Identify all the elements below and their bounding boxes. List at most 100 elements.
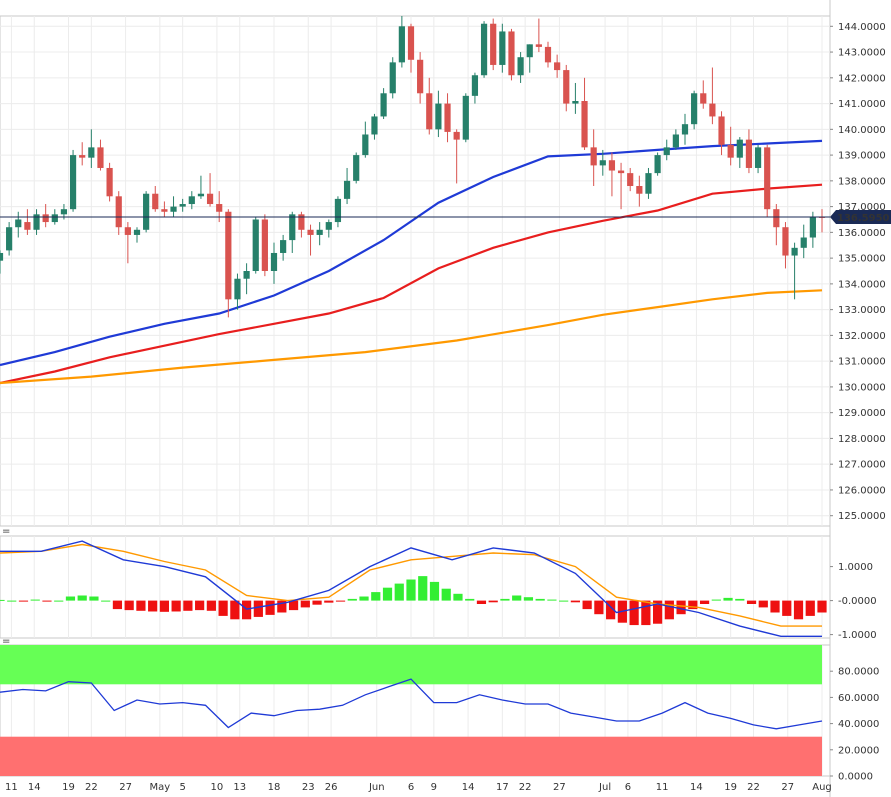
macd-histogram-bar	[793, 600, 804, 620]
candle-body	[590, 147, 597, 166]
candle-body	[791, 247, 798, 256]
candle-body	[681, 124, 689, 135]
x-tick-label: 22	[85, 782, 98, 793]
candle-body	[316, 229, 323, 235]
macd-histogram-bar	[465, 598, 475, 601]
macd-histogram-bar	[746, 600, 757, 604]
candle-body	[490, 23, 497, 65]
x-tick-label: 17	[496, 782, 509, 793]
price-tick-label: 132.0000	[838, 331, 886, 342]
macd-histogram-bar	[136, 600, 146, 611]
axes: 125.0000 126.0000 127.0000 128.0000 129.0000…	[5, 22, 891, 793]
macd-histogram-bar	[523, 597, 534, 601]
candle-body	[188, 196, 195, 205]
candle-body	[782, 227, 789, 256]
macd-histogram-bar	[371, 592, 381, 601]
macd-tick-label: 1.0000	[838, 562, 873, 573]
candle-body	[152, 193, 159, 210]
macd-tick-label: -0.0000	[838, 596, 877, 607]
x-tick-label: 14	[462, 782, 475, 793]
macd-histogram-bar	[253, 600, 263, 617]
price-tick-label: 143.0000	[838, 48, 886, 59]
candle-body	[24, 222, 31, 230]
candle-body	[307, 229, 314, 235]
rsi-tick-label: 40.0000	[838, 719, 879, 730]
price-tick-label: 137.0000	[838, 202, 886, 213]
candle-body	[754, 147, 762, 168]
macd-histogram-bar	[594, 600, 604, 615]
candle-body	[572, 101, 579, 104]
candle-body	[645, 173, 652, 194]
x-tick-label: 27	[119, 782, 132, 793]
x-tick-label: 9	[431, 782, 437, 793]
macd-histogram-bar	[0, 599, 5, 601]
macd-histogram-bar	[124, 600, 134, 611]
candle-body	[79, 155, 86, 158]
moving-average-line-3	[0, 289, 823, 385]
macd-histogram-bar	[782, 600, 792, 616]
macd-histogram-bar	[30, 599, 40, 601]
macd-line	[0, 540, 822, 637]
rsi-tick-label: 60.0000	[838, 693, 879, 704]
macd-histogram-bar	[382, 587, 393, 601]
x-tick-label: 13	[233, 782, 246, 793]
price-tick-label: 142.0000	[838, 73, 886, 84]
rsi-tick-label: 20.0000	[838, 745, 879, 756]
x-tick-label: 6	[408, 782, 414, 793]
x-tick-label: 11	[5, 782, 18, 793]
price-panel	[0, 16, 830, 385]
macd-histogram-bar	[629, 600, 639, 626]
candle-body	[343, 180, 351, 199]
macd-histogram-bar	[65, 596, 76, 601]
x-tick-label: 14	[28, 782, 41, 793]
price-tick-label: 130.0000	[838, 382, 886, 393]
candle-body	[243, 271, 250, 279]
macd-histogram-bar	[265, 600, 275, 615]
rsi-tick-label: 80.0000	[838, 667, 879, 678]
candle-body	[33, 214, 40, 230]
candle-body	[508, 31, 515, 76]
macd-histogram-bar	[817, 600, 827, 613]
macd-signal-line	[0, 543, 822, 627]
candle-body	[325, 222, 332, 230]
candle-body	[617, 170, 625, 174]
macd-histogram-bar	[723, 597, 733, 601]
candle-body	[672, 134, 679, 148]
price-tick-label: 131.0000	[838, 357, 886, 368]
x-tick-label: 14	[690, 782, 703, 793]
candle-body	[6, 227, 13, 251]
price-tick-label: 126.0000	[838, 485, 886, 496]
candle-body	[462, 95, 469, 140]
macd-histogram-bar	[112, 600, 123, 610]
x-tick-label: May	[149, 782, 170, 793]
candle-body	[380, 93, 387, 117]
candle-body	[407, 26, 415, 60]
candle-body	[225, 211, 232, 300]
macd-histogram-bar	[711, 599, 721, 601]
macd-histogram-bar	[312, 600, 322, 605]
price-tick-label: 133.0000	[838, 305, 886, 316]
macd-histogram-bar	[159, 600, 169, 612]
candle-body	[444, 103, 451, 132]
price-tick-label: 127.0000	[838, 460, 886, 471]
macd-histogram-bar	[641, 600, 651, 626]
x-tick-label: 19	[62, 782, 75, 793]
current-price-tag	[830, 210, 891, 225]
candle-body	[270, 252, 278, 271]
macd-tick-label: -1.0000	[838, 630, 877, 641]
rsi-overbought-zone	[0, 645, 822, 685]
macd-histogram-bar	[582, 600, 592, 610]
candle-body	[161, 209, 168, 212]
rsi-tick-label: 0.0000	[838, 772, 873, 783]
candle-body	[800, 237, 807, 248]
macd-panel	[0, 540, 827, 637]
rsi-line	[0, 678, 823, 730]
candle-body	[727, 144, 734, 158]
price-tick-label: 141.0000	[838, 99, 886, 110]
macd-histogram-bar	[54, 600, 64, 602]
macd-histogram-bar	[288, 600, 299, 611]
candle-body	[471, 75, 479, 96]
candle-body	[69, 155, 77, 210]
candle-body	[197, 193, 205, 197]
macd-histogram-bar	[183, 600, 193, 611]
